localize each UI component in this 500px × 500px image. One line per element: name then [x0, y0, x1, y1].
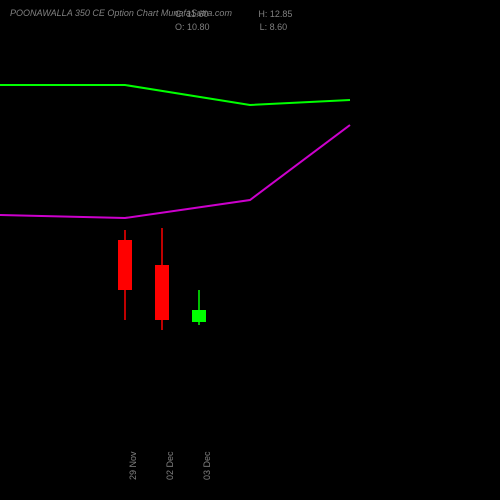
- x-axis-label: 29 Nov: [128, 451, 138, 480]
- x-axis-label: 03 Dec: [202, 451, 212, 480]
- chart-canvas: [0, 0, 500, 500]
- x-axis-label: 02 Dec: [165, 451, 175, 480]
